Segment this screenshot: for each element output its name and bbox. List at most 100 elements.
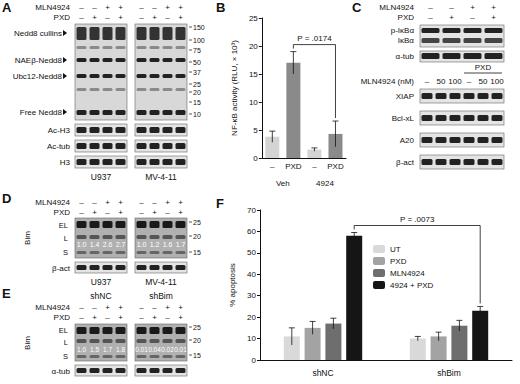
svg-text:Ac-H3: Ac-H3 [48,126,71,135]
svg-text:MLN4924: MLN4924 [35,303,70,312]
svg-text:1.0: 1.0 [137,241,147,248]
svg-text:–: – [152,3,157,12]
svg-text:+: + [92,208,97,217]
svg-text:PXD: PXD [285,162,302,171]
svg-text:+: + [178,313,183,322]
svg-text:–: – [105,208,110,217]
svg-text:20: 20 [247,313,256,322]
svg-text:MLN4924: MLN4924 [35,3,70,12]
svg-text:PXD: PXD [54,13,71,22]
svg-text:30: 30 [247,291,256,300]
svg-text:1.7: 1.7 [176,241,186,248]
svg-text:1.4: 1.4 [90,241,100,248]
svg-text:1.0: 1.0 [77,346,86,353]
svg-text:25: 25 [193,219,201,226]
svg-text:+: + [118,313,123,322]
svg-text:NF-κB activity (RLU, × 10³): NF-κB activity (RLU, × 10³) [230,40,239,136]
svg-text:+: + [105,303,110,312]
svg-text:2.7: 2.7 [116,241,126,248]
svg-text:4924 + PXD: 4924 + PXD [390,281,434,290]
svg-text:P = .0073: P = .0073 [400,215,435,224]
svg-text:PXD: PXD [54,208,71,217]
svg-text:0.01: 0.01 [135,346,148,353]
svg-text:2.6: 2.6 [103,241,113,248]
svg-text:IκBα: IκBα [398,36,415,45]
svg-text:shNC: shNC [312,368,333,378]
svg-text:+: + [152,313,157,322]
svg-text:–: – [92,303,97,312]
svg-text:–: – [105,13,110,22]
svg-text:75: 75 [193,47,201,54]
svg-text:B: B [216,0,225,15]
svg-text:1.0: 1.0 [77,241,87,248]
svg-text:β-act: β-act [52,264,71,273]
svg-text:–: – [312,162,317,171]
svg-text:15: 15 [249,70,258,79]
svg-text:1.2: 1.2 [150,241,160,248]
svg-text:+: + [178,13,183,22]
svg-text:Free Nedd8: Free Nedd8 [20,108,63,117]
svg-text:–: – [139,3,144,12]
svg-text:MLN4924 (nM): MLN4924 (nM) [361,77,415,86]
svg-text:+: + [178,208,183,217]
svg-text:XIAP: XIAP [396,92,414,101]
svg-text:–: – [139,208,144,217]
svg-text:–: – [270,162,275,171]
svg-text:Bim: Bim [23,231,32,245]
svg-text:15: 15 [193,99,201,106]
svg-text:Bcl-xL: Bcl-xL [392,114,415,123]
svg-text:–: – [470,13,475,22]
svg-text:+: + [118,3,123,12]
svg-text:1.5: 1.5 [90,346,99,353]
svg-text:U937: U937 [91,277,112,287]
svg-text:L: L [64,338,68,347]
svg-text:50: 50 [479,77,488,86]
svg-text:MV-4-11: MV-4-11 [145,277,177,287]
svg-text:+: + [152,208,157,217]
svg-text:–: – [139,313,144,322]
svg-text:+: + [118,13,123,22]
svg-text:H3: H3 [60,158,71,167]
svg-text:Bim: Bim [23,336,32,350]
svg-text:E: E [2,286,11,301]
svg-text:10: 10 [247,334,256,343]
svg-text:C: C [352,0,362,15]
svg-text:% apoptosis: % apoptosis [228,263,237,307]
svg-text:P = .0174: P = .0174 [297,34,332,43]
svg-text:–: – [425,77,430,86]
svg-text:U937: U937 [91,172,112,182]
svg-text:PXD: PXD [327,162,344,171]
svg-text:NAEβ-Nedd8: NAEβ-Nedd8 [15,56,63,65]
svg-text:shNC: shNC [90,291,111,301]
svg-text:0: 0 [253,154,258,163]
svg-text:0: 0 [252,356,257,365]
svg-text:–: – [165,313,170,322]
svg-text:PXD: PXD [54,313,71,322]
svg-text:+: + [92,313,97,322]
svg-text:Ubc12-Nedd8: Ubc12-Nedd8 [13,72,63,81]
svg-text:–: – [139,13,144,22]
svg-text:25: 25 [193,324,201,331]
svg-text:50: 50 [247,248,256,257]
svg-text:–: – [165,208,170,217]
svg-text:–: – [79,198,84,207]
svg-text:+: + [118,303,123,312]
svg-text:–: – [139,303,144,312]
svg-text:20: 20 [193,233,201,240]
svg-text:–: – [92,3,97,12]
svg-text:+: + [491,3,496,12]
svg-text:–: – [449,3,454,12]
svg-text:PXD: PXD [475,63,492,72]
svg-text:S: S [63,352,68,361]
svg-text:Veh: Veh [276,179,290,188]
svg-text:L: L [64,234,68,243]
svg-text:+: + [92,13,97,22]
svg-text:+: + [491,13,496,22]
svg-text:Nedd8 cullins: Nedd8 cullins [14,29,62,38]
svg-text:shBim: shBim [149,291,173,301]
svg-text:40: 40 [247,270,256,279]
svg-text:10: 10 [249,98,258,107]
svg-text:β-act: β-act [396,158,415,167]
svg-text:UT: UT [390,245,401,254]
svg-text:60: 60 [247,227,256,236]
